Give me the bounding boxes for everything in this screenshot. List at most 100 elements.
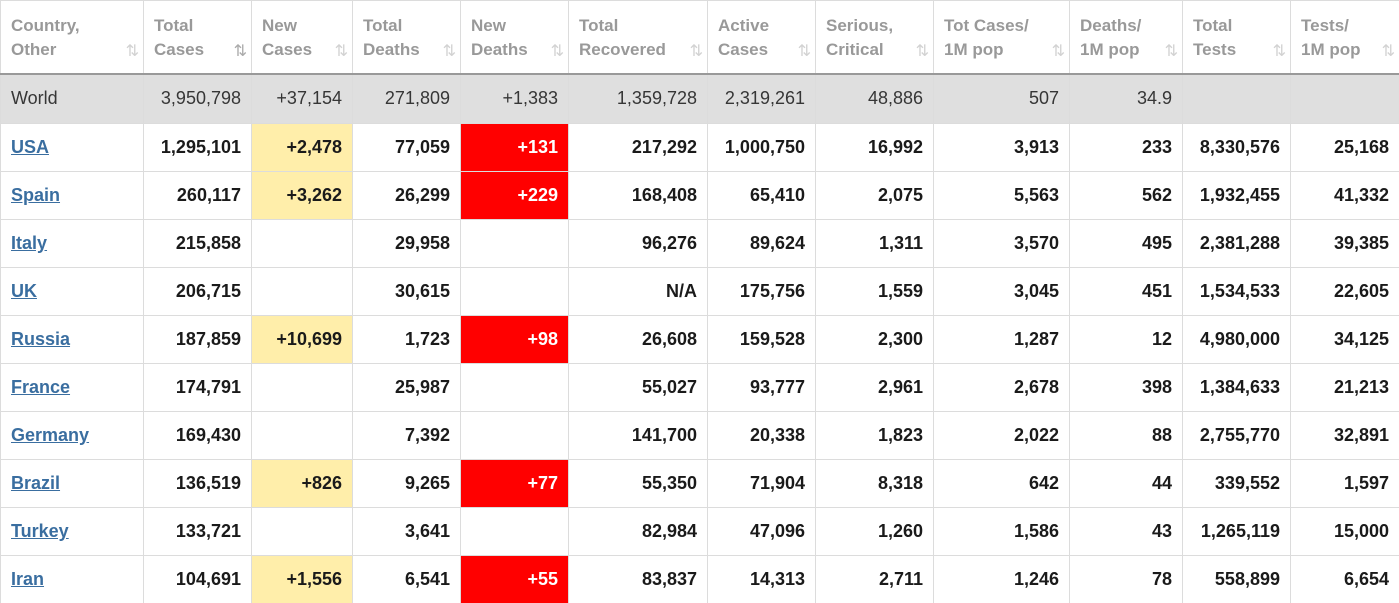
cell-total-tests: 1,384,633 — [1182, 363, 1291, 412]
column-header-label-line1: Active — [718, 16, 770, 35]
column-header-label-line2: Deaths — [471, 40, 528, 59]
table-row: UK 206,715 30,615 N/A 175,756 1,559 3,045 451 1,… — [0, 267, 1399, 316]
table-row: Iran 104,691 +1,556 6,541 +55 83,837 14,313 2,7… — [0, 555, 1399, 603]
column-header-label-line2: Other — [11, 40, 57, 59]
cell-deaths-per-1m: 44 — [1069, 459, 1183, 508]
cell-total-tests: 1,265,119 — [1182, 507, 1291, 556]
column-header-label-line1: Tests/ — [1301, 16, 1349, 35]
cell-country: Spain — [0, 171, 144, 220]
column-header-new-deaths[interactable]: New Deaths ⇅ — [460, 0, 569, 75]
country-link[interactable]: Spain — [11, 185, 61, 205]
cell-total-recovered: 96,276 — [568, 219, 708, 268]
sort-arrows-icon[interactable]: ⇅ — [334, 42, 349, 60]
sort-arrows-icon[interactable]: ⇅ — [125, 42, 140, 60]
cell-total-deaths: 271,809 — [352, 73, 461, 124]
cell-active-cases: 71,904 — [707, 459, 816, 508]
cell-tot-cases-per-1m: 1,586 — [933, 507, 1070, 556]
cell-serious-critical: 1,311 — [815, 219, 934, 268]
sort-arrows-icon[interactable]: ⇅ — [233, 42, 248, 60]
cell-total-deaths: 7,392 — [352, 411, 461, 460]
cell-tot-cases-per-1m: 3,570 — [933, 219, 1070, 268]
column-header-label-line2: 1M pop — [944, 40, 1004, 59]
cell-total-tests: 339,552 — [1182, 459, 1291, 508]
cell-tests-per-1m — [1290, 73, 1399, 124]
column-header-tests-per-1m[interactable]: Tests/1M pop ⇅ — [1290, 0, 1399, 75]
table-row: Spain 260,117 +3,262 26,299 +229 168,408 65,41… — [0, 171, 1399, 220]
column-header-label-line2: 1M pop — [1301, 40, 1361, 59]
cell-total-cases: 206,715 — [143, 267, 252, 316]
cell-new-deaths: +55 — [460, 555, 569, 603]
cell-serious-critical: 2,961 — [815, 363, 934, 412]
cell-active-cases: 2,319,261 — [707, 73, 816, 124]
sort-arrows-icon[interactable]: ⇅ — [550, 42, 565, 60]
cell-total-cases: 3,950,798 — [143, 73, 252, 124]
cell-total-recovered: 141,700 — [568, 411, 708, 460]
country-link[interactable]: Germany — [11, 425, 90, 445]
cell-total-deaths: 77,059 — [352, 123, 461, 172]
country-link[interactable]: Turkey — [11, 521, 69, 541]
cell-total-tests: 1,534,533 — [1182, 267, 1291, 316]
cell-country: UK — [0, 267, 144, 316]
country-link[interactable]: Italy — [11, 233, 48, 253]
column-header-label-line1: Country, — [11, 16, 80, 35]
sort-arrows-icon[interactable]: ⇅ — [1164, 42, 1179, 60]
cell-active-cases: 14,313 — [707, 555, 816, 603]
cell-new-cases — [251, 363, 353, 412]
cell-active-cases: 175,756 — [707, 267, 816, 316]
cell-deaths-per-1m: 562 — [1069, 171, 1183, 220]
column-header-total-cases[interactable]: Total Cases ⇅ — [143, 0, 252, 75]
cell-total-cases: 260,117 — [143, 171, 252, 220]
sort-arrows-icon[interactable]: ⇅ — [1272, 42, 1287, 60]
country-link[interactable]: Brazil — [11, 473, 61, 493]
country-link[interactable]: Russia — [11, 329, 71, 349]
cell-tests-per-1m: 21,213 — [1290, 363, 1399, 412]
country-link[interactable]: Iran — [11, 569, 45, 589]
cell-new-deaths: +98 — [460, 315, 569, 364]
column-header-country[interactable]: Country, Other ⇅ — [0, 0, 144, 75]
cell-total-deaths: 1,723 — [352, 315, 461, 364]
cell-active-cases: 47,096 — [707, 507, 816, 556]
sort-arrows-icon[interactable]: ⇅ — [442, 42, 457, 60]
sort-arrows-icon[interactable]: ⇅ — [689, 42, 704, 60]
cell-deaths-per-1m: 495 — [1069, 219, 1183, 268]
cell-deaths-per-1m: 398 — [1069, 363, 1183, 412]
column-header-total-recovered[interactable]: Total Recovered ⇅ — [568, 0, 708, 75]
table-row: Russia 187,859 +10,699 1,723 +98 26,608 159,52… — [0, 315, 1399, 364]
cell-active-cases: 1,000,750 — [707, 123, 816, 172]
cell-serious-critical: 2,300 — [815, 315, 934, 364]
cell-active-cases: 159,528 — [707, 315, 816, 364]
cell-tot-cases-per-1m: 2,678 — [933, 363, 1070, 412]
column-header-active-cases[interactable]: Active Cases ⇅ — [707, 0, 816, 75]
cell-new-deaths: +229 — [460, 171, 569, 220]
country-link[interactable]: USA — [11, 137, 50, 157]
country-link[interactable]: France — [11, 377, 71, 397]
cell-total-deaths: 3,641 — [352, 507, 461, 556]
cell-serious-critical: 2,711 — [815, 555, 934, 603]
column-header-serious-critical[interactable]: Serious, Critical ⇅ — [815, 0, 934, 75]
cell-active-cases: 93,777 — [707, 363, 816, 412]
cell-tot-cases-per-1m: 5,563 — [933, 171, 1070, 220]
column-header-new-cases[interactable]: New Cases ⇅ — [251, 0, 353, 75]
table-header: Country, Other ⇅ Total Cases ⇅ New Cases ⇅ Total D… — [0, 0, 1399, 75]
cell-deaths-per-1m: 43 — [1069, 507, 1183, 556]
cell-total-cases: 136,519 — [143, 459, 252, 508]
sort-arrows-icon[interactable]: ⇅ — [797, 42, 812, 60]
sort-arrows-icon[interactable]: ⇅ — [1381, 42, 1396, 60]
sort-arrows-icon[interactable]: ⇅ — [1051, 42, 1066, 60]
cell-total-cases: 1,295,101 — [143, 123, 252, 172]
sort-arrows-icon[interactable]: ⇅ — [915, 42, 930, 60]
cell-total-recovered: N/A — [568, 267, 708, 316]
cell-tot-cases-per-1m: 642 — [933, 459, 1070, 508]
column-header-total-tests[interactable]: Total Tests ⇅ — [1182, 0, 1291, 75]
cell-total-tests — [1182, 73, 1291, 124]
country-link[interactable]: UK — [11, 281, 37, 301]
column-header-label-line2: Cases — [262, 40, 313, 59]
cell-total-cases: 104,691 — [143, 555, 252, 603]
column-header-deaths-per-1m[interactable]: Deaths/1M pop ⇅ — [1069, 0, 1183, 75]
cell-tests-per-1m: 32,891 — [1290, 411, 1399, 460]
cell-total-recovered: 26,608 — [568, 315, 708, 364]
cell-total-tests: 2,755,770 — [1182, 411, 1291, 460]
column-header-total-deaths[interactable]: Total Deaths ⇅ — [352, 0, 461, 75]
column-header-tot-cases-per-1m[interactable]: Tot Cases/1M pop ⇅ — [933, 0, 1070, 75]
cell-serious-critical: 2,075 — [815, 171, 934, 220]
